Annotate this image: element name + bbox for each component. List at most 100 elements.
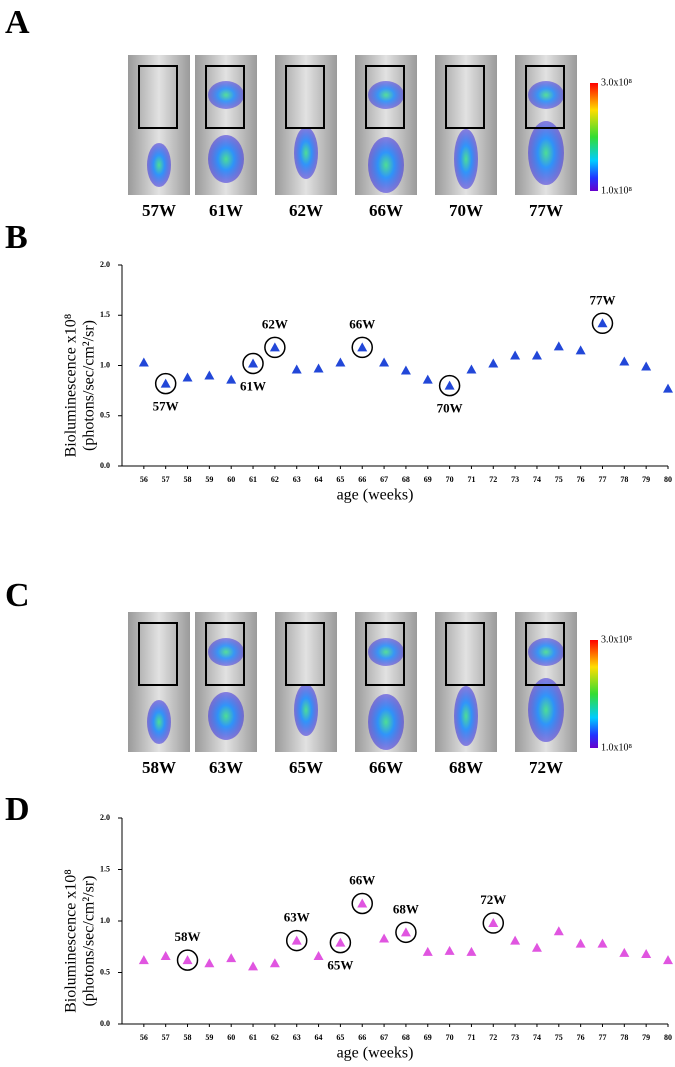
data-point (422, 946, 433, 956)
highlight-circle (438, 374, 461, 397)
x-tick-label: 66 (358, 1033, 366, 1042)
highlight-circle (351, 336, 373, 359)
roi-box (205, 622, 245, 686)
x-tick-label: 69 (424, 475, 432, 484)
image-label: 63W (209, 758, 243, 777)
data-point (575, 345, 586, 355)
image-label: 66W (369, 201, 403, 220)
data-point (510, 350, 521, 360)
signal (294, 684, 318, 736)
data-point (444, 945, 455, 955)
highlight-circle (264, 336, 286, 359)
data-point (313, 951, 324, 961)
x-tick-label: 62 (271, 475, 279, 484)
roi-box (525, 65, 565, 129)
signal (528, 638, 564, 666)
image-label: 68W (449, 758, 483, 777)
x-tick-label: 74 (533, 475, 541, 484)
signal (528, 121, 564, 185)
data-point (160, 378, 171, 388)
signal (208, 81, 244, 109)
highlight-circle (395, 921, 417, 944)
data-point (248, 358, 259, 368)
signal (368, 694, 404, 750)
x-tick-label: 76 (577, 475, 585, 484)
signal (208, 692, 244, 740)
y-tick-label: 0.5 (100, 967, 110, 976)
highlight-circle (176, 949, 199, 971)
x-tick-label: 63 (293, 1033, 301, 1042)
x-tick-label: 57 (162, 475, 170, 484)
data-point (400, 927, 411, 937)
data-point (138, 357, 149, 367)
x-tick-label: 63 (293, 475, 301, 484)
highlight-circle (351, 892, 373, 915)
image-label: 62W (289, 201, 323, 220)
data-point (597, 318, 608, 328)
signal (454, 129, 478, 189)
y-tick-label: 0.0 (100, 461, 110, 470)
x-tick-label: 67 (380, 1033, 388, 1042)
x-tick-label: 62 (271, 1033, 279, 1042)
roi-box (445, 622, 485, 686)
x-tick-label: 60 (227, 1033, 235, 1042)
x-tick-label: 79 (642, 1033, 650, 1042)
x-tick-label: 68 (402, 475, 410, 484)
x-tick-label: 75 (555, 1033, 563, 1042)
annotation: 63W (284, 910, 310, 925)
roi-box (138, 622, 178, 686)
signal (147, 143, 171, 187)
data-point (160, 951, 171, 961)
data-point (466, 946, 477, 956)
image-label: 72W (529, 758, 563, 777)
colorbar (590, 83, 598, 191)
data-point (597, 938, 608, 948)
x-tick-label: 56 (140, 1033, 148, 1042)
y-tick-label: 2.0 (100, 260, 110, 269)
x-tick-label: 78 (620, 1033, 628, 1042)
x-tick-label: 68 (402, 1033, 410, 1042)
data-point (488, 918, 499, 928)
panel-label: A (5, 4, 30, 41)
y-tick-label: 2.0 (100, 813, 110, 822)
roi-box (365, 622, 405, 686)
x-tick-label: 74 (533, 1033, 541, 1042)
signal (368, 137, 404, 193)
image-label: 61W (209, 201, 243, 220)
annotation: 72W (480, 892, 506, 907)
x-tick-label: 71 (467, 475, 475, 484)
x-tick-label: 72 (489, 475, 497, 484)
x-tick-label: 73 (511, 1033, 519, 1042)
x-tick-label: 71 (467, 1033, 475, 1042)
data-point (575, 938, 586, 948)
x-tick-label: 57 (162, 1033, 170, 1042)
x-tick-label: 58 (184, 1033, 192, 1042)
data-point (510, 935, 521, 945)
annotation: 70W (437, 401, 463, 416)
data-point (269, 958, 280, 968)
signal (454, 686, 478, 746)
y-tick-label: 1.5 (100, 310, 110, 319)
annotation: 77W (589, 292, 615, 307)
data-point (291, 364, 302, 374)
data-point (553, 341, 564, 351)
data-point (444, 380, 455, 390)
data-point (291, 935, 302, 945)
data-point (357, 898, 368, 908)
panel-label: B (5, 219, 28, 256)
y-axis-label: (photons/sec/cm²/sr) (81, 320, 98, 451)
x-tick-label: 78 (620, 475, 628, 484)
image-label: 77W (529, 201, 563, 220)
y-tick-label: 1.5 (100, 864, 110, 873)
data-point (182, 955, 193, 965)
x-tick-label: 65 (336, 475, 344, 484)
x-tick-label: 70 (446, 1033, 454, 1042)
roi-box (285, 622, 325, 686)
image-label: 65W (289, 758, 323, 777)
data-point (531, 350, 542, 360)
x-tick-label: 73 (511, 475, 519, 484)
signal (208, 135, 244, 183)
data-point (641, 361, 652, 371)
data-point (204, 370, 215, 380)
data-point (226, 953, 237, 963)
